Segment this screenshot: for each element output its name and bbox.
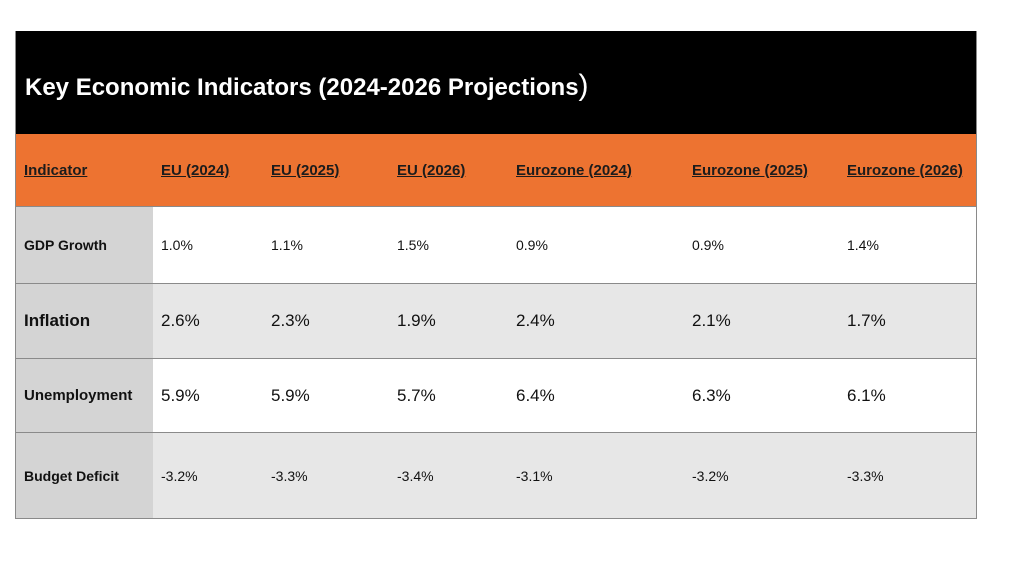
table-cell: 1.9% [397,311,436,330]
table-cell: 6.4% [516,385,555,405]
table-cell: 5.7% [397,385,436,405]
header-row: Indicator EU (2024) EU (2025) EU (2026) … [16,134,976,207]
table-cell: -3.1% [516,467,553,484]
header-eurozone-2024: Eurozone (2024) [516,161,632,179]
table-row: GDP Growth 1.0% 1.1% 1.5% 0.9% 0.9% 1.4% [16,207,976,284]
table-cell: 1.4% [847,237,879,253]
table-cell: 0.9% [692,237,724,253]
table-cell: -3.4% [397,467,434,484]
table-title-paren: ) [578,69,589,102]
table-cell: 6.1% [847,385,886,405]
row-label: Unemployment [16,359,153,432]
indicators-table: Key Economic Indicators (2024-2026 Proje… [15,31,977,519]
table-cell: 0.9% [516,237,548,253]
table-row: Unemployment 5.9% 5.9% 5.7% 6.4% 6.3% 6.… [16,359,976,433]
header-eu-2026: EU (2026) [397,161,466,179]
header-eu-2024: EU (2024) [161,161,230,179]
table-cell: 2.1% [692,311,731,330]
table-cell: 2.3% [271,311,310,330]
table-cell: -3.3% [271,467,308,484]
table-cell: 1.5% [397,237,429,253]
row-label: GDP Growth [16,207,153,283]
table-cell: 5.9% [161,385,200,405]
table-cell: 6.3% [692,385,731,405]
header-eurozone-2026: Eurozone (2026) [847,161,963,179]
row-label: Inflation [16,284,153,358]
table-row: Inflation 2.6% 2.3% 1.9% 2.4% 2.1% 1.7% [16,284,976,359]
header-eu-2025: EU (2025) [271,161,340,179]
table-title: Key Economic Indicators (2024-2026 Proje… [16,31,976,134]
table-cell: 1.7% [847,311,886,330]
table-cell: 5.9% [271,385,310,405]
table-cell: -3.2% [161,467,198,484]
table-cell: 1.1% [271,237,303,253]
header-indicator: Indicator [24,161,88,179]
table-cell: -3.3% [847,467,884,484]
header-eurozone-2025: Eurozone (2025) [692,161,808,179]
table-cell: -3.2% [692,467,729,484]
table-cell: 1.0% [161,237,193,253]
row-label: Budget Deficit [16,433,153,518]
table-cell: 2.6% [161,311,200,330]
table-row: Budget Deficit -3.2% -3.3% -3.4% -3.1% -… [16,433,976,518]
table-cell: 2.4% [516,311,555,330]
table-title-text: Key Economic Indicators (2024-2026 Proje… [25,74,579,101]
